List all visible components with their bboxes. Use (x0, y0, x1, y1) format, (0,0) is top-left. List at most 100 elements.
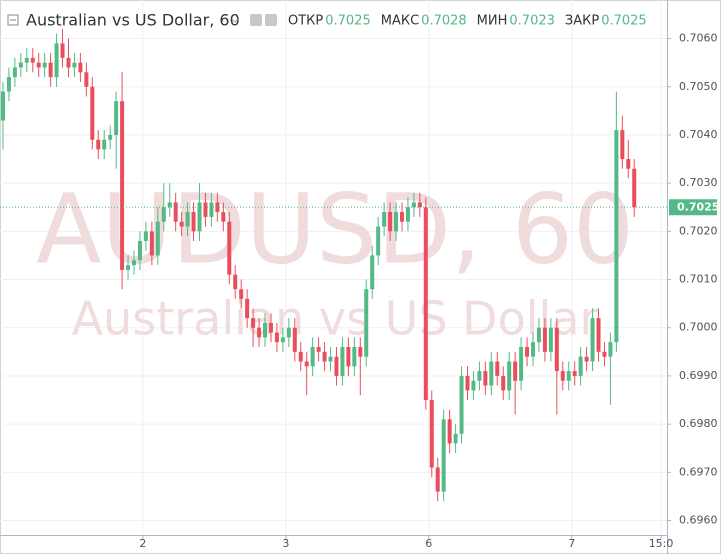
candle-body (191, 212, 196, 232)
candle-body (399, 212, 404, 222)
y-tick-label: 0.7000 (679, 321, 718, 334)
candle-body (560, 371, 565, 381)
candle-body (519, 347, 524, 381)
candle-body (382, 212, 387, 227)
candle-body (304, 361, 309, 367)
candle-body (161, 207, 166, 222)
candle-body (173, 202, 178, 222)
field-label: ЗАКР (565, 14, 599, 29)
candle-body (149, 231, 154, 256)
candle-body (590, 318, 595, 362)
candle-body (441, 419, 446, 492)
candle-body (602, 351, 607, 357)
candle-body (167, 202, 172, 208)
candle-body (30, 57, 35, 63)
collapse-icon[interactable] (7, 14, 19, 26)
candle-body (405, 207, 410, 222)
candle-body (328, 356, 333, 362)
candle-body (429, 400, 434, 468)
candle-body (102, 139, 107, 150)
candle-body (596, 318, 601, 352)
candle-body (578, 356, 583, 376)
field-value: 0.7023 (509, 14, 555, 29)
candle-body (495, 361, 500, 376)
candle-body (0, 91, 5, 121)
dropdown-icon[interactable] (231, 18, 239, 23)
eye-icon[interactable] (250, 14, 262, 26)
candle-body (632, 168, 637, 208)
candle-body (233, 274, 238, 290)
candle-body (292, 327, 297, 352)
candle-body (542, 327, 547, 352)
y-tick-label: 0.7030 (679, 176, 718, 189)
candle-body (221, 212, 226, 222)
candle-body (536, 327, 541, 343)
y-tick-label: 0.7040 (679, 128, 718, 141)
candle-body (108, 134, 113, 140)
candle-body (239, 289, 244, 299)
axes: 0.6960 0.6970 0.6980 0.6990 0.7000 0.7010 0.70… (139, 32, 719, 550)
candle-body (209, 202, 214, 217)
candle-body (274, 332, 279, 343)
candle-body (364, 289, 369, 357)
candle-body (215, 202, 220, 213)
candle-body (572, 371, 577, 376)
candle-body (66, 57, 71, 68)
candle-body (346, 347, 351, 367)
candle-body (42, 62, 47, 68)
candle-body (227, 221, 232, 275)
field-label: МАКС (381, 14, 419, 29)
candle-body (72, 62, 77, 68)
header-title: Australian vs US Dollar, 60 (26, 11, 240, 30)
candle-body (298, 351, 303, 362)
candle-body (525, 347, 530, 357)
candles (0, 28, 667, 502)
candle-body (394, 212, 399, 232)
candle-body (60, 43, 65, 58)
candle-body (358, 347, 363, 357)
candle-body (6, 77, 11, 92)
candle-body (12, 67, 17, 78)
candle-body (626, 159, 631, 169)
y-tick-label: 0.7060 (679, 32, 718, 45)
candle-body (447, 419, 452, 444)
candle-body (614, 130, 619, 343)
candle-body (96, 139, 101, 150)
candle-body (477, 371, 482, 381)
candle-body (352, 347, 357, 367)
candle-body (155, 221, 160, 256)
field-value: 0.7028 (421, 14, 467, 29)
candle-body (459, 375, 464, 434)
y-tick-label: 0.6990 (679, 369, 718, 382)
field-label: ОТКР (288, 14, 323, 29)
candle-body (465, 375, 470, 391)
y-tick-label: 0.7010 (679, 273, 718, 286)
candle-body (48, 62, 53, 78)
candle-body (280, 337, 285, 343)
x-tick-label: 7 (568, 537, 575, 550)
watermark: AUDUSD, 60 Australian vs US Dollar (36, 173, 634, 345)
field-value: 0.7025 (601, 14, 647, 29)
candle-body (120, 101, 125, 270)
candle-body (84, 72, 89, 87)
candle-body (90, 86, 95, 140)
settings-icon[interactable] (265, 14, 277, 26)
candle-body (131, 260, 136, 266)
candle-body (257, 327, 262, 338)
candle-body (554, 327, 559, 372)
x-tick-label: 6 (425, 537, 432, 550)
header: Australian vs US Dollar, 60 ОТКР 0.7025 МА… (7, 11, 647, 30)
candle-body (370, 255, 375, 290)
candle-body (471, 380, 476, 391)
candle-body (608, 342, 613, 357)
candle-body (531, 342, 536, 357)
candle-body (417, 202, 422, 208)
x-tick-label: 2 (139, 537, 146, 550)
y-tick-label: 0.7020 (679, 224, 718, 237)
candle-body (483, 371, 488, 386)
candle-body (489, 361, 494, 386)
candle-body (584, 356, 589, 362)
candle-body (566, 371, 571, 381)
